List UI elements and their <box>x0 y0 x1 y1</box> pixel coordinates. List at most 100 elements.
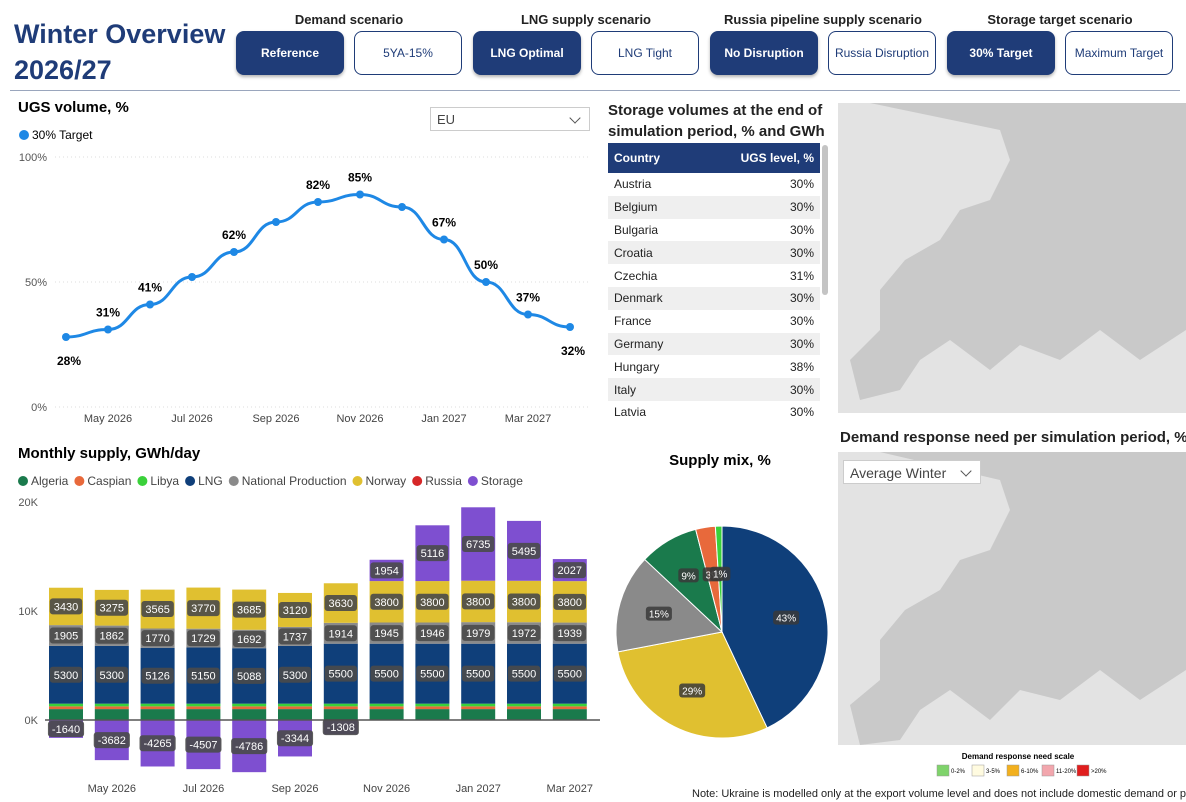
bar-segment <box>461 706 496 710</box>
bar-segment <box>369 706 404 710</box>
map-title: Demand response need per simulation peri… <box>840 429 1186 446</box>
bar-segment <box>369 703 404 707</box>
bar-segment <box>278 706 312 710</box>
table-cell: 38% <box>789 359 814 374</box>
dropdown[interactable]: EU <box>430 107 590 131</box>
label-box <box>645 606 672 621</box>
scenario-button[interactable]: Maximum Target <box>1065 31 1173 75</box>
chart-title: Supply mix, % <box>669 452 771 469</box>
table-title: Storage volumes at the end of simulation… <box>608 102 825 140</box>
label-box <box>187 600 220 617</box>
legend-marker <box>74 476 85 486</box>
legend-label: Libya <box>150 474 179 488</box>
legend-label: Caspian <box>87 474 131 488</box>
y-tick-label: 0% <box>31 402 47 414</box>
chart-title: UGS volume, % <box>18 99 129 116</box>
data-label: 1946 <box>420 628 444 640</box>
data-label: 5126 <box>145 671 169 683</box>
label-box <box>679 683 706 698</box>
bar-segment <box>507 709 541 720</box>
legend-label: Algeria <box>31 474 69 488</box>
scenario-button[interactable]: LNG Tight <box>591 31 699 75</box>
table-header: Country UGS level, % <box>608 143 820 173</box>
table-cell: Latvia <box>614 405 647 420</box>
y-tick-label: 20K <box>18 497 38 509</box>
point <box>188 273 196 281</box>
label-box <box>370 625 403 642</box>
data-label: -3344 <box>281 733 309 745</box>
data-label: 5116 <box>421 548 445 560</box>
data-label: 1972 <box>512 628 536 640</box>
legend-label: National Production <box>242 474 347 488</box>
table-cell: 30% <box>789 405 814 420</box>
scenario-button[interactable]: No Disruption <box>710 31 818 75</box>
map-land <box>850 103 1186 400</box>
table-cell: 30% <box>789 222 814 237</box>
label-box <box>278 666 312 683</box>
point <box>104 325 112 334</box>
scale-swatch <box>1041 764 1055 777</box>
point <box>146 300 154 309</box>
data-label: 1770 <box>145 633 169 645</box>
data-label: 1914 <box>329 628 353 640</box>
label-box <box>276 730 314 747</box>
scenario-button[interactable]: Russia Disruption <box>828 31 936 75</box>
pie-slice <box>721 525 829 729</box>
scrollbar <box>822 145 828 295</box>
table-cell: 30% <box>696 332 820 356</box>
legend-marker <box>19 130 29 140</box>
x-tick-label: Jan 2027 <box>421 413 466 425</box>
y-tick-label: 0K <box>25 715 39 727</box>
label-box <box>507 665 541 682</box>
label-box <box>322 719 359 736</box>
table-cell: Czechia <box>614 268 658 283</box>
bar-segment <box>186 709 221 720</box>
data-label: 37% <box>516 291 540 305</box>
legend-marker <box>352 476 363 486</box>
scale-swatch <box>936 764 950 777</box>
bar-segment <box>49 709 83 720</box>
point <box>482 278 490 286</box>
page-title: Winter Overview 2026/27 <box>14 16 225 88</box>
x-tick-label: Nov 2026 <box>363 783 410 795</box>
table-row: Bulgaria 30% <box>608 219 820 242</box>
data-label: 5500 <box>512 669 536 681</box>
data-label: 62% <box>222 228 246 242</box>
scenario-button[interactable]: Reference <box>236 31 344 75</box>
bar-segment <box>186 706 221 710</box>
table-row: Austria 30% <box>608 173 820 196</box>
table-cell: Croatia <box>608 241 697 265</box>
bar-segment <box>186 703 221 707</box>
point <box>314 198 322 206</box>
data-label: 3770 <box>191 603 215 615</box>
bar-segment <box>232 706 267 710</box>
point <box>566 323 574 331</box>
data-label: 9% <box>681 571 696 582</box>
bar-segment <box>278 709 312 720</box>
legend-label: Storage <box>481 474 523 488</box>
bar-segment <box>140 703 175 707</box>
label-box <box>47 720 85 737</box>
data-label: 5500 <box>420 669 444 681</box>
label-box <box>416 665 449 682</box>
data-label: -1640 <box>52 724 80 736</box>
scenario-button[interactable]: LNG Optimal <box>473 31 581 75</box>
label-box <box>416 625 449 642</box>
data-label: -4265 <box>144 738 172 750</box>
dropdown[interactable]: Average Winter <box>843 460 981 484</box>
bar-segment <box>278 703 312 707</box>
table-cell: Austria <box>614 177 652 192</box>
scenario-button[interactable]: 30% Target <box>947 31 1055 75</box>
data-label: 3800 <box>420 597 444 609</box>
label-box <box>507 593 541 610</box>
label-box <box>461 536 495 553</box>
point <box>272 218 280 226</box>
scale-label: >20% <box>1091 769 1107 775</box>
label-box <box>416 593 449 610</box>
bar-segment <box>140 709 175 720</box>
bar-segment <box>369 709 404 720</box>
data-label: 3430 <box>54 601 78 613</box>
label-box <box>678 568 699 583</box>
scenario-button[interactable]: 5YA-15% <box>354 31 462 75</box>
